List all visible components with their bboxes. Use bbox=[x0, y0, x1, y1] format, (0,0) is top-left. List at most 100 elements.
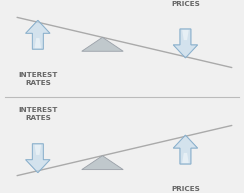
Bar bbox=[173, 50, 198, 51]
Polygon shape bbox=[173, 29, 198, 58]
Bar bbox=[26, 155, 50, 156]
Bar bbox=[173, 150, 198, 151]
Polygon shape bbox=[82, 37, 123, 51]
Bar bbox=[26, 166, 50, 167]
Bar bbox=[26, 171, 50, 172]
Bar bbox=[173, 36, 198, 37]
Bar bbox=[173, 33, 198, 34]
Bar bbox=[26, 23, 50, 24]
Bar bbox=[173, 153, 198, 154]
Polygon shape bbox=[26, 144, 50, 173]
Text: INTEREST
RATES: INTEREST RATES bbox=[18, 107, 58, 121]
Polygon shape bbox=[182, 153, 189, 163]
Bar bbox=[26, 145, 50, 146]
Bar bbox=[26, 167, 50, 168]
Bar bbox=[26, 48, 50, 49]
Bar bbox=[26, 29, 50, 30]
Bar bbox=[173, 149, 198, 150]
Bar bbox=[173, 156, 198, 157]
Bar bbox=[26, 22, 50, 23]
Bar bbox=[26, 163, 50, 164]
Text: INTEREST
RATES: INTEREST RATES bbox=[18, 72, 58, 86]
Bar bbox=[173, 161, 198, 162]
Polygon shape bbox=[35, 145, 41, 155]
Bar bbox=[26, 153, 50, 154]
Bar bbox=[26, 172, 50, 173]
Bar bbox=[26, 45, 50, 46]
Polygon shape bbox=[82, 156, 123, 170]
Bar bbox=[173, 137, 198, 138]
Bar bbox=[173, 44, 198, 45]
Bar bbox=[173, 143, 198, 144]
Polygon shape bbox=[182, 30, 189, 40]
Bar bbox=[26, 161, 50, 162]
Bar bbox=[26, 156, 50, 157]
Bar bbox=[26, 169, 50, 170]
Bar bbox=[26, 44, 50, 45]
Bar bbox=[26, 36, 50, 37]
Polygon shape bbox=[35, 38, 41, 48]
Bar bbox=[26, 32, 50, 33]
Polygon shape bbox=[26, 20, 50, 49]
Bar bbox=[26, 26, 50, 27]
Bar bbox=[26, 158, 50, 159]
Bar bbox=[26, 40, 50, 41]
Bar bbox=[173, 135, 198, 136]
Bar bbox=[173, 39, 198, 40]
Bar bbox=[173, 45, 198, 46]
Bar bbox=[173, 138, 198, 139]
Bar bbox=[26, 39, 50, 40]
Bar bbox=[26, 154, 50, 155]
Bar bbox=[173, 42, 198, 43]
Bar bbox=[173, 55, 198, 56]
Bar bbox=[26, 24, 50, 25]
Bar bbox=[173, 31, 198, 32]
Bar bbox=[173, 53, 198, 54]
Bar bbox=[173, 38, 198, 39]
Bar bbox=[26, 27, 50, 28]
Bar bbox=[26, 38, 50, 39]
Bar bbox=[26, 43, 50, 44]
Bar bbox=[26, 25, 50, 26]
Bar bbox=[173, 146, 198, 147]
Bar bbox=[173, 141, 198, 142]
Bar bbox=[173, 158, 198, 159]
Bar bbox=[173, 41, 198, 42]
Bar bbox=[26, 149, 50, 150]
Bar bbox=[26, 28, 50, 29]
Bar bbox=[173, 46, 198, 47]
Bar bbox=[26, 168, 50, 169]
Bar bbox=[173, 47, 198, 48]
Bar bbox=[26, 152, 50, 153]
Bar bbox=[26, 162, 50, 163]
Bar bbox=[173, 52, 198, 53]
Bar bbox=[173, 140, 198, 141]
Bar bbox=[26, 34, 50, 35]
Bar bbox=[173, 37, 198, 38]
Bar bbox=[173, 29, 198, 30]
Bar bbox=[173, 49, 198, 50]
Bar bbox=[26, 170, 50, 171]
Bar bbox=[173, 147, 198, 148]
Bar bbox=[26, 41, 50, 42]
Bar bbox=[26, 151, 50, 152]
Bar bbox=[173, 30, 198, 31]
Text: PRICES: PRICES bbox=[171, 186, 200, 192]
Bar bbox=[173, 136, 198, 137]
Bar bbox=[26, 46, 50, 47]
Bar bbox=[173, 139, 198, 140]
Bar bbox=[173, 148, 198, 149]
Bar bbox=[173, 57, 198, 58]
Bar bbox=[26, 157, 50, 158]
Bar bbox=[173, 51, 198, 52]
Bar bbox=[173, 163, 198, 164]
Bar bbox=[26, 21, 50, 22]
Bar bbox=[26, 164, 50, 165]
Bar bbox=[26, 47, 50, 48]
Bar bbox=[173, 151, 198, 152]
Bar bbox=[173, 40, 198, 41]
Bar bbox=[173, 145, 198, 146]
Bar bbox=[173, 157, 198, 158]
Bar bbox=[173, 142, 198, 143]
Bar bbox=[173, 35, 198, 36]
